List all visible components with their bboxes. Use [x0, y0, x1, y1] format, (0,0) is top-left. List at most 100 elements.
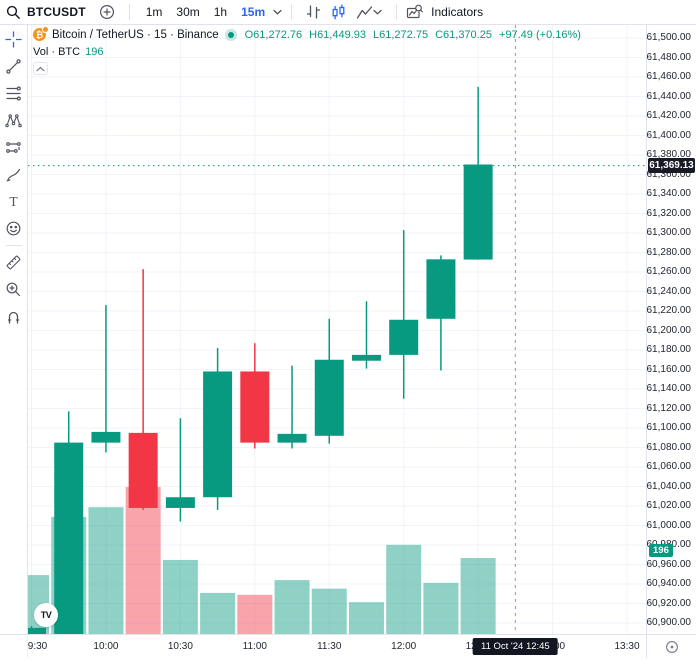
candle-body[interactable]	[426, 259, 456, 319]
timeframe-menu-button[interactable]	[273, 9, 282, 15]
symbol-name: BTCUSDT	[27, 5, 86, 19]
candle-body[interactable]	[91, 431, 121, 443]
symbol-title[interactable]: Bitcoin / TetherUS · 15 · Binance	[52, 29, 219, 41]
price-axis-label: 60,940.00	[646, 578, 691, 589]
volume-bar[interactable]	[311, 588, 347, 634]
candle-body[interactable]	[240, 371, 270, 443]
price-axis-label: 61,080.00	[646, 441, 691, 453]
tool-emoji-button[interactable]	[1, 215, 27, 242]
price-tick	[647, 193, 651, 195]
tool-brush-button[interactable]	[1, 161, 27, 188]
open-value: O61,272.76	[244, 29, 303, 41]
tool-projection-button[interactable]	[1, 134, 27, 161]
volume-bar[interactable]	[237, 594, 273, 634]
price-tick	[647, 115, 651, 117]
price-tick	[647, 310, 651, 312]
chart-type-candles-button[interactable]	[326, 3, 351, 21]
candle-body[interactable]	[54, 442, 84, 634]
time-axis-label: 13:30	[614, 641, 640, 652]
timeframe-1m[interactable]: 1m	[145, 5, 163, 19]
price-tick	[647, 466, 651, 468]
high-value: H61,449.93	[309, 29, 367, 41]
tool-ruler-button[interactable]	[1, 249, 27, 276]
time-axis-label: 12:00	[391, 641, 417, 652]
price-tick	[647, 135, 651, 136]
timeframe-1h[interactable]: 1h	[213, 5, 228, 19]
tool-text-button[interactable]: T	[1, 188, 27, 215]
toolbar-divider	[291, 4, 293, 20]
price-axis-label: 61,340.00	[646, 188, 691, 199]
tool-xabcd-pattern-button[interactable]	[1, 107, 27, 134]
chart-pane[interactable]: ₿ Bitcoin / TetherUS · 15 · Binance O61,…	[28, 25, 646, 634]
price-tick	[647, 525, 651, 526]
volume-bar[interactable]	[274, 580, 310, 634]
price-axis-label: 61,140.00	[646, 383, 691, 394]
candle-body[interactable]	[28, 627, 46, 634]
candle-body[interactable]	[165, 497, 195, 508]
volume-bar[interactable]	[88, 507, 124, 634]
price-axis-label: 61,100.00	[646, 422, 691, 433]
tool-fib-retracement-button[interactable]	[1, 80, 27, 107]
toolbar-separator	[5, 245, 22, 246]
candle-body[interactable]	[128, 432, 158, 508]
price-tick	[647, 583, 651, 585]
price-tick	[647, 174, 651, 175]
search-icon	[6, 5, 20, 19]
zoom-in-icon	[6, 282, 21, 297]
tool-crosshair-button[interactable]	[1, 26, 27, 53]
price-tick	[647, 330, 651, 331]
time-axis-label: 9:30	[27, 641, 48, 652]
candle-body[interactable]	[314, 359, 344, 436]
tradingview-logo[interactable]: TV	[34, 603, 58, 627]
timeframe-30m[interactable]: 30m	[176, 5, 200, 19]
price-axis-label: 61,200.00	[646, 324, 691, 336]
price-axis-label: 60,900.00	[646, 617, 691, 628]
price-axis-label: 61,420.00	[646, 110, 691, 121]
xabcd-pattern-icon	[5, 114, 22, 128]
candles-chart-icon	[332, 3, 345, 19]
candle-body[interactable]	[277, 433, 307, 443]
indicators-button[interactable]: Indicators	[406, 4, 483, 20]
price-tick	[647, 603, 651, 604]
candlestick-plot[interactable]	[28, 25, 646, 634]
candle-body[interactable]	[389, 319, 419, 355]
symbol-search-button[interactable]: BTCUSDT	[6, 5, 86, 20]
chevron-up-icon	[36, 66, 45, 71]
market-status-dot[interactable]	[227, 32, 234, 38]
low-value: L61,272.75	[373, 29, 429, 41]
price-tick	[647, 408, 651, 409]
candle-body[interactable]	[203, 371, 233, 498]
price-axis-label: 61,280.00	[646, 246, 691, 258]
time-axis-label: 10:30	[167, 641, 193, 652]
projection-icon	[6, 142, 21, 153]
volume-bar[interactable]	[200, 592, 236, 634]
compare-add-symbol-button[interactable]	[94, 4, 120, 20]
time-axis[interactable]: 11 Oct '24 12:45 9:30 10:00 10:30 11:00 11:3…	[28, 635, 646, 658]
tool-zoom-in-button[interactable]	[1, 276, 27, 303]
bars-chart-icon	[306, 5, 321, 19]
price-axis[interactable]: 61,369.13 196 61,500.00 61,480.00 61,460.0…	[646, 25, 696, 634]
axis-settings-icon[interactable]	[665, 640, 679, 654]
tool-magnet-button[interactable]	[1, 303, 27, 330]
price-axis-label: 61,460.00	[646, 71, 691, 82]
candle-body[interactable]	[463, 164, 493, 260]
timeframe-15m[interactable]: 15m	[241, 5, 266, 19]
chart-type-area-button[interactable]	[351, 5, 387, 20]
volume-bar[interactable]	[348, 602, 384, 634]
volume-bar[interactable]	[162, 559, 198, 634]
price-axis-label: 61,300.00	[646, 227, 691, 238]
legend-collapse-button[interactable]	[33, 62, 48, 75]
tool-trend-line-button[interactable]	[1, 53, 27, 80]
volume-bar[interactable]	[423, 582, 459, 634]
price-axis-label: 61,240.00	[646, 285, 691, 297]
volume-label: Vol · BTC	[33, 45, 81, 58]
price-axis-label: 61,220.00	[646, 305, 691, 316]
chart-type-bars-button[interactable]	[301, 4, 326, 20]
candle-body[interactable]	[351, 354, 381, 361]
volume-bar[interactable]	[125, 487, 161, 634]
price-axis-label: 61,180.00	[646, 344, 691, 355]
volume-bar[interactable]	[460, 558, 496, 634]
time-axis-label: 11:30	[317, 641, 342, 652]
volume-bar[interactable]	[386, 544, 422, 634]
price-axis-label: 61,440.00	[646, 90, 691, 102]
